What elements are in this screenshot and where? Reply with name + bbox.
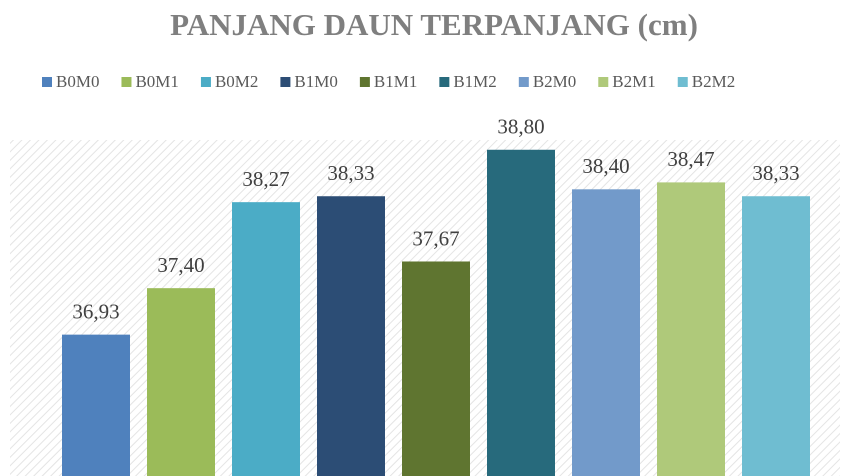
legend-label: B2M2 xyxy=(692,72,735,91)
bar xyxy=(62,334,130,476)
bar xyxy=(317,196,385,476)
legend-label: B2M1 xyxy=(612,72,655,91)
value-label: 38,47 xyxy=(667,147,714,171)
value-label: 38,33 xyxy=(327,161,374,185)
bar xyxy=(742,196,810,476)
bar xyxy=(232,202,300,476)
legend-swatch xyxy=(677,77,688,87)
legend-swatch xyxy=(518,77,529,87)
legend-label: B1M2 xyxy=(453,72,496,91)
value-label: 38,27 xyxy=(242,167,289,191)
legend-swatch xyxy=(121,77,132,87)
legend-swatch xyxy=(42,77,52,87)
value-label: 38,40 xyxy=(582,154,629,178)
bar xyxy=(657,182,725,476)
value-label: 38,80 xyxy=(497,115,544,139)
legend-label: B1M0 xyxy=(294,72,337,91)
legend-label: B0M2 xyxy=(215,72,258,91)
legend-swatch xyxy=(598,77,609,87)
legend-label: B2M0 xyxy=(533,72,576,91)
legend-label: B1M1 xyxy=(374,72,417,91)
value-label: 37,40 xyxy=(157,253,204,277)
legend-swatch xyxy=(200,77,211,87)
value-label: 36,93 xyxy=(72,299,119,323)
legend-swatch xyxy=(359,77,370,87)
value-label: 37,67 xyxy=(412,226,459,250)
legend-label: B0M1 xyxy=(135,72,178,91)
bar xyxy=(402,261,470,476)
bar xyxy=(572,189,640,476)
legend-swatch xyxy=(280,77,291,87)
bar xyxy=(147,288,215,476)
bar xyxy=(487,149,555,476)
value-label: 38,33 xyxy=(752,161,799,185)
chart-title: PANJANG DAUN TERPANJANG (cm) xyxy=(170,7,698,42)
legend-label: B0M0 xyxy=(56,72,99,91)
legend-swatch xyxy=(439,77,450,87)
